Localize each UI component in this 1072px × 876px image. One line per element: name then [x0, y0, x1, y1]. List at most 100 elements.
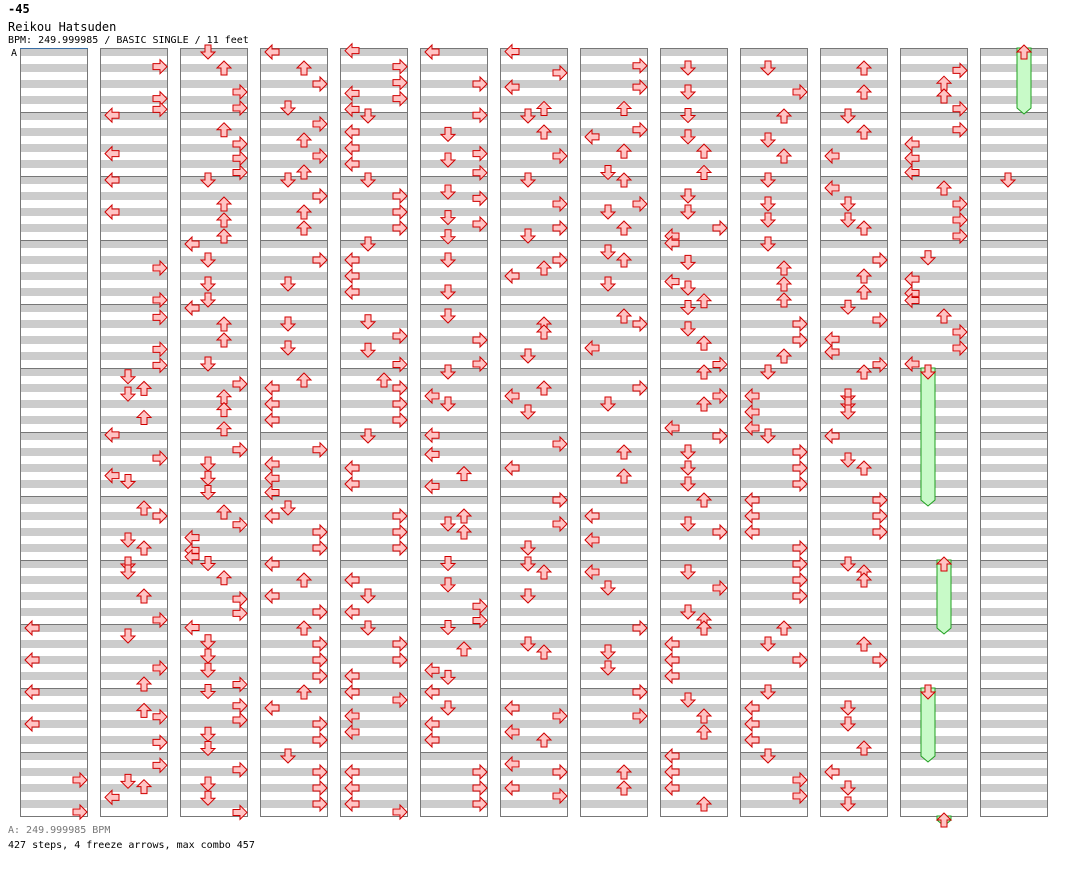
beat-stripe: [100, 592, 168, 600]
right-arrow: [312, 715, 328, 733]
right-arrow: [152, 507, 168, 525]
beat-stripe: [260, 112, 328, 120]
down-arrow: [439, 396, 457, 412]
beat-stripe: [740, 304, 808, 312]
up-arrow: [535, 564, 553, 580]
beat-stripe: [580, 656, 648, 664]
beat-stripe: [420, 320, 488, 328]
right-arrow: [232, 697, 248, 714]
up-arrow: [295, 684, 313, 700]
down-arrow: [839, 108, 857, 124]
left-arrow: [424, 426, 440, 444]
beat-stripe: [20, 576, 88, 584]
beat-stripe: [580, 624, 648, 632]
right-arrow: [792, 539, 808, 557]
beat-stripe: [580, 64, 648, 72]
up-arrow: [935, 88, 953, 104]
left-arrow: [584, 339, 600, 357]
beat-stripe: [500, 256, 568, 264]
right-arrow: [152, 734, 168, 751]
beat-stripe: [980, 592, 1048, 600]
left-arrow: [24, 619, 40, 637]
beat-stripe: [500, 736, 568, 744]
right-arrow: [792, 459, 808, 477]
beat-stripe: [980, 160, 1048, 168]
beat-stripe: [180, 736, 248, 744]
beat-stripe: [20, 704, 88, 712]
up-arrow: [775, 276, 793, 292]
beat-stripe: [20, 240, 88, 248]
beat-stripe: [100, 624, 168, 632]
beat-stripe: [660, 720, 728, 728]
beat-stripe: [900, 96, 968, 104]
beat-stripe: [100, 256, 168, 264]
left-arrow: [344, 459, 360, 477]
right-arrow: [552, 195, 568, 213]
left-arrow: [664, 273, 680, 290]
beat-stripe: [20, 128, 88, 136]
beat-stripe: [740, 144, 808, 152]
left-arrow: [104, 789, 120, 806]
left-arrow: [504, 267, 520, 285]
beat-stripe: [100, 352, 168, 360]
down-arrow: [439, 516, 457, 532]
right-arrow: [792, 555, 808, 573]
left-arrow: [744, 387, 760, 405]
right-arrow: [232, 135, 248, 153]
beat-stripe: [740, 288, 808, 296]
left-arrow: [264, 379, 280, 397]
left-arrow: [104, 106, 120, 124]
right-arrow: [312, 115, 328, 133]
beat-stripe: [820, 64, 888, 72]
beat-stripe: [820, 752, 888, 760]
beat-stripe: [980, 672, 1048, 680]
down-arrow: [679, 188, 697, 204]
beat-stripe: [740, 528, 808, 536]
beat-stripe: [660, 256, 728, 264]
right-arrow: [312, 523, 328, 541]
right-arrow: [792, 443, 808, 461]
down-arrow: [759, 60, 777, 76]
beat-stripe: [180, 96, 248, 104]
measure-box: [500, 752, 568, 817]
beat-stripe: [980, 272, 1048, 280]
right-arrow: [392, 58, 408, 75]
beat-stripe: [340, 368, 408, 376]
down-arrow: [359, 236, 377, 252]
beat-stripe: [260, 608, 328, 616]
chart-column: [260, 48, 328, 817]
left-arrow: [824, 179, 840, 197]
up-arrow: [615, 220, 633, 236]
beat-stripe: [500, 400, 568, 408]
page-number: -45: [8, 2, 30, 16]
beat-stripe: [20, 544, 88, 552]
beat-stripe: [20, 336, 88, 344]
beat-stripe: [740, 496, 808, 504]
measure-box: [260, 752, 328, 817]
beat-stripe: [580, 800, 648, 808]
beat-stripe: [420, 640, 488, 648]
right-arrow: [392, 803, 408, 821]
up-arrow: [615, 100, 633, 116]
left-arrow: [344, 707, 360, 725]
beat-stripe: [340, 544, 408, 552]
beat-stripe: [900, 112, 968, 120]
left-arrow: [664, 651, 680, 669]
beat-stripe: [900, 544, 968, 552]
freeze-arrow-body: [1016, 47, 1032, 115]
beat-stripe: [980, 608, 1048, 616]
beat-stripe: [420, 224, 488, 232]
down-arrow: [679, 60, 697, 76]
beat-stripe: [820, 288, 888, 296]
beat-stripe: [20, 304, 88, 312]
beat-stripe: [980, 656, 1048, 664]
beat-stripe: [900, 624, 968, 632]
left-arrow: [344, 85, 360, 102]
beat-stripe: [660, 592, 728, 600]
beat-stripe: [900, 288, 968, 296]
beat-stripe: [420, 688, 488, 696]
beat-stripe: [660, 528, 728, 536]
down-arrow: [439, 252, 457, 268]
down-arrow: [439, 700, 457, 716]
beat-stripe: [180, 640, 248, 648]
